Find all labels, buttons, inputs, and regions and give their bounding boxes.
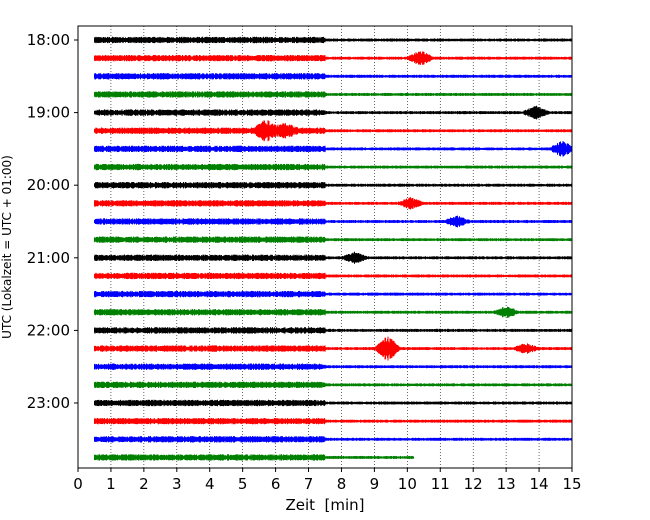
trace-1830 — [94, 73, 573, 80]
trace-1815 — [94, 51, 573, 65]
trace-1800 — [94, 36, 573, 44]
trace-2115 — [94, 272, 573, 280]
x-tick-label: 12 — [464, 475, 483, 493]
trace-2315 — [94, 417, 573, 425]
trace-1945 — [94, 163, 573, 171]
x-tick-label: 5 — [238, 475, 248, 493]
trace-2215 — [94, 336, 573, 361]
x-tick-label: 4 — [205, 475, 215, 493]
trace-2130 — [94, 290, 573, 298]
trace-2045 — [94, 236, 573, 243]
y-axis-ticks: 18:00 19:00 20:00 21:00 22:00 23:00 — [27, 31, 78, 412]
trace-2330 — [94, 436, 573, 443]
y-tick-label: 23:00 — [27, 394, 70, 412]
y-tick-label: 21:00 — [27, 249, 70, 267]
x-axis-label: Zeit [min] — [285, 496, 364, 514]
x-tick-label: 7 — [304, 475, 314, 493]
y-tick-label: 22:00 — [27, 321, 70, 339]
x-tick-label: 0 — [73, 475, 83, 493]
x-tick-label: 3 — [172, 475, 182, 493]
x-tick-label: 2 — [139, 475, 149, 493]
x-tick-label: 1 — [106, 475, 116, 493]
x-tick-label: 10 — [398, 475, 417, 493]
x-tick-label: 9 — [370, 475, 380, 493]
trace-1930 — [94, 141, 573, 157]
trace-2145 — [94, 306, 573, 318]
x-tick-label: 11 — [431, 475, 450, 493]
x-tick-label: 13 — [497, 475, 516, 493]
y-tick-label: 18:00 — [27, 31, 70, 49]
trace-2230 — [94, 363, 573, 370]
seismic-traces — [94, 36, 573, 461]
trace-2000 — [94, 181, 573, 189]
y-axis-label: UTC (Lokalzeit = UTC + 01:00) — [0, 155, 14, 339]
trace-1900 — [94, 105, 573, 120]
trace-2200 — [94, 327, 573, 334]
trace-2015 — [94, 197, 573, 210]
trace-1915 — [94, 120, 573, 142]
trace-2030 — [94, 215, 573, 228]
x-tick-label: 14 — [530, 475, 549, 493]
trace-2245 — [94, 381, 573, 389]
y-tick-label: 19:00 — [27, 104, 70, 122]
trace-2345 — [94, 454, 414, 461]
trace-2100 — [94, 251, 573, 264]
trace-2300 — [94, 399, 573, 407]
x-tick-label: 8 — [337, 475, 347, 493]
plot-frame — [77, 25, 573, 469]
x-tick-label: 15 — [562, 475, 581, 493]
x-axis-ticks: 0 1 2 3 4 5 6 7 8 9 10 11 12 13 14 15 — [73, 468, 582, 493]
y-tick-label: 20:00 — [27, 176, 70, 194]
trace-1845 — [94, 91, 573, 98]
x-tick-label: 6 — [271, 475, 281, 493]
